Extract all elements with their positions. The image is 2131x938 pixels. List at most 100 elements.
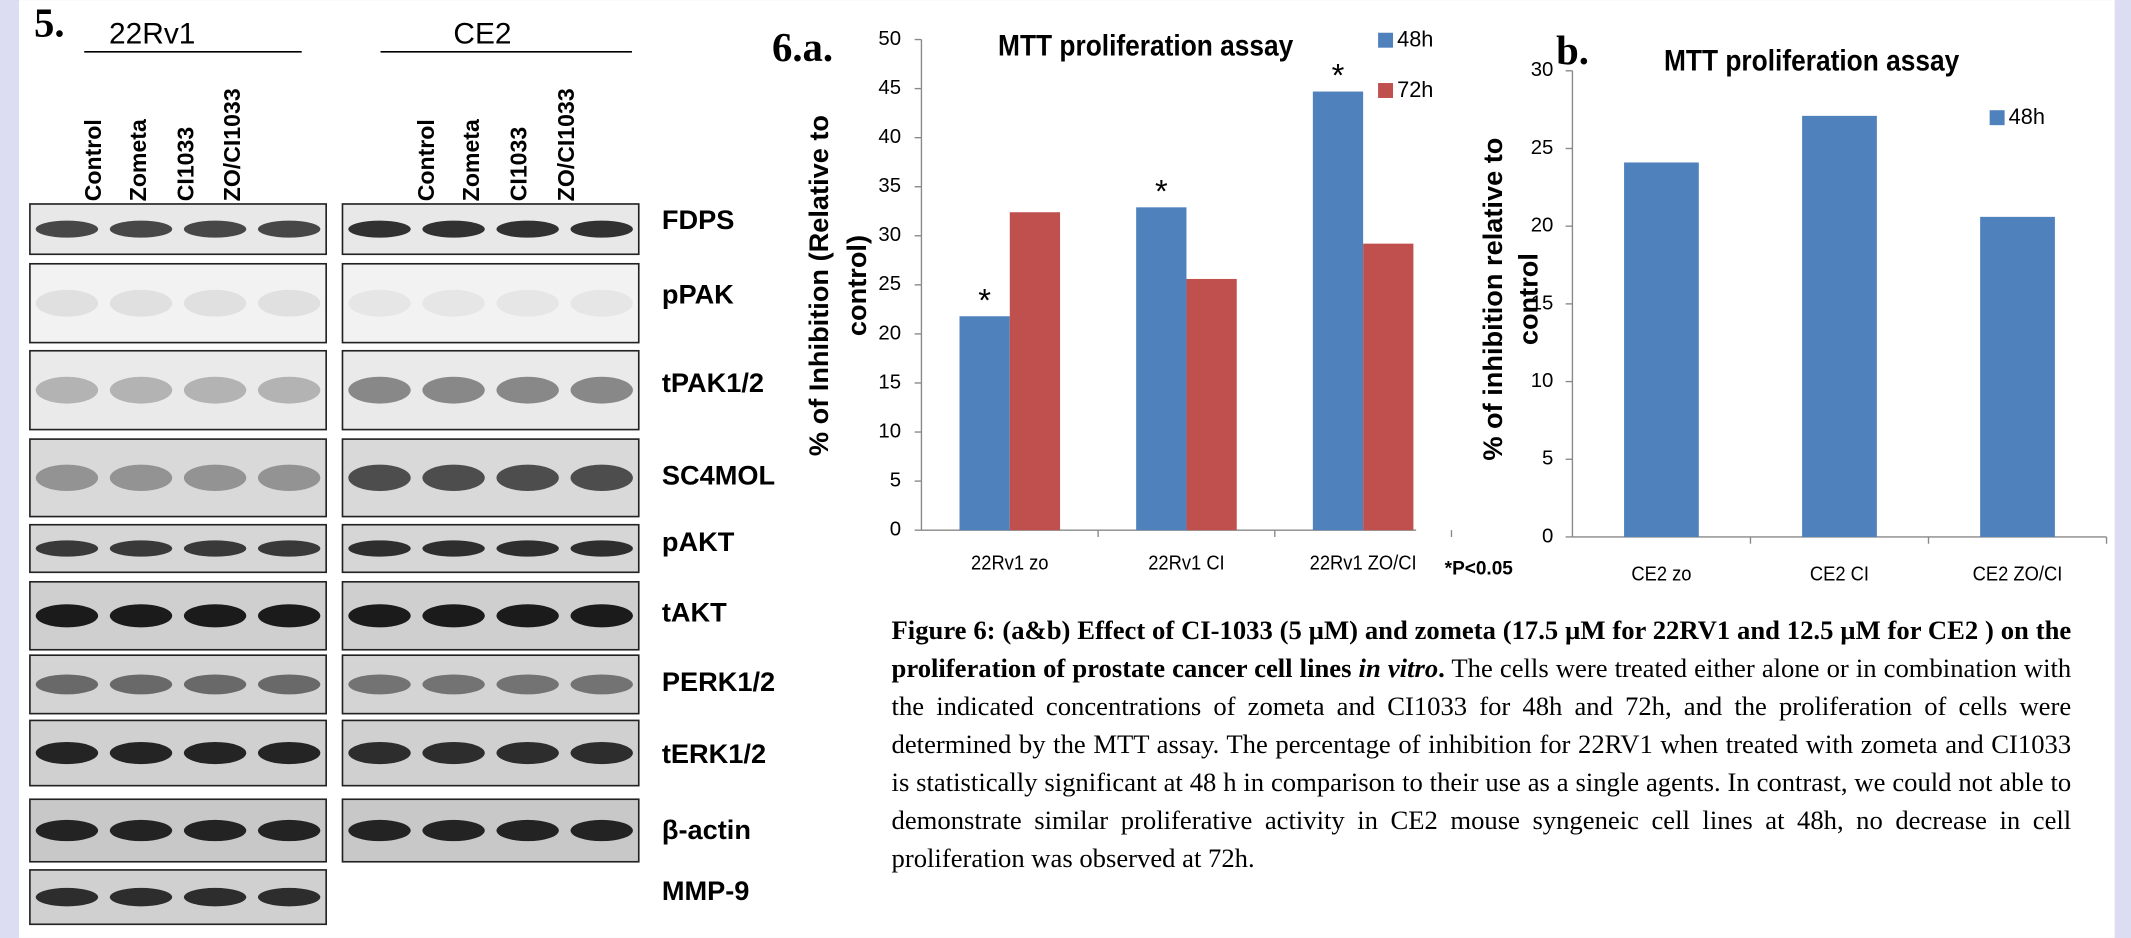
y-axis-label: control) [841, 235, 872, 336]
blot-band [35, 819, 99, 842]
y-tick-label: 0 [890, 519, 901, 541]
blot-band [35, 604, 99, 628]
bar [1312, 91, 1364, 531]
blot-band [257, 819, 321, 842]
protein-label: MMP-9 [662, 875, 750, 906]
protein-label: β-actin [662, 814, 751, 845]
caption-bold: Figure 6: (a&b) Effect of CI-1033 (5 µM)… [891, 617, 2072, 684]
bar [1802, 115, 1877, 537]
panel-label: b. [1556, 28, 1589, 73]
lane-label: Control [80, 119, 106, 201]
blot-band [183, 674, 247, 695]
lane-label: CI1033 [173, 127, 199, 202]
blot-band [257, 887, 321, 907]
y-tick-label: 5 [890, 469, 901, 491]
blot-band [35, 220, 99, 238]
blot-band [570, 464, 633, 492]
bar [1186, 278, 1237, 531]
blot-band [109, 604, 173, 628]
cell-line-label: 22Rv1 [109, 17, 195, 50]
blot-band [257, 674, 321, 695]
blot-band [348, 289, 411, 317]
blot-band [109, 819, 173, 842]
panel-label: 6.a. [772, 25, 833, 70]
blot-band [496, 819, 559, 842]
legend-swatch [1989, 110, 2005, 126]
blot-band [183, 604, 247, 628]
y-tick-label: 30 [878, 224, 901, 246]
protein-label: tAKT [662, 597, 727, 628]
blot-band [109, 887, 173, 907]
blot-band [257, 540, 321, 557]
y-tick-label: 20 [1531, 215, 1554, 237]
blot-band [348, 540, 411, 557]
x-tick-label: 22Rv1 ZO/CI [1310, 552, 1417, 575]
blot-band [348, 464, 411, 492]
legend-label: 48h [1397, 27, 1433, 52]
blot-band [35, 741, 99, 765]
caption-text: The cells were treated either alone or i… [891, 655, 2072, 874]
figure-label: 5. [34, 1, 65, 46]
blot-panel [29, 262, 327, 344]
blot-band [109, 289, 173, 317]
lane-label: Zometa [458, 119, 484, 201]
blot-band [109, 674, 173, 695]
blot-band [348, 741, 411, 765]
significance-note: *P<0.05 [1445, 559, 1514, 580]
bar [959, 316, 1010, 531]
blot-band [422, 604, 485, 628]
blot-band [35, 376, 99, 404]
y-tick-label: 20 [878, 322, 901, 344]
x-tick-label: 22Rv1 zo [971, 552, 1048, 575]
blot-panel [29, 438, 327, 518]
blot-band [257, 741, 321, 765]
blot-band [348, 220, 411, 238]
blot-band [109, 741, 173, 765]
blot-band [422, 540, 485, 557]
legend-swatch [1378, 83, 1394, 98]
blot-band [109, 220, 173, 238]
caption-box: Figure 6: (a&b) Effect of CI-1033 (5 µM)… [892, 613, 2072, 879]
protein-label: tPAK1/2 [662, 367, 764, 398]
y-axis-label: % of inhibition relative to [1477, 138, 1508, 461]
blot-band [422, 289, 485, 317]
protein-label: PERK1/2 [662, 666, 775, 697]
x-tick-label: CE2 ZO/CI [1973, 563, 2063, 586]
bar [1363, 243, 1414, 531]
blot-band [496, 376, 559, 404]
blot-band [422, 674, 485, 695]
caption-italic: in vitro [1358, 655, 1439, 684]
blot-band [183, 741, 247, 765]
x-tick-label: CE2 CI [1810, 563, 1869, 586]
protein-label: tERK1/2 [662, 738, 766, 769]
legend-swatch [1378, 32, 1394, 48]
protein-label: pPAK [662, 279, 734, 310]
y-tick-label: 15 [878, 371, 901, 393]
blot-band [257, 376, 321, 404]
blot-band [496, 220, 559, 238]
blot-panel [341, 262, 640, 344]
blot-panel [341, 349, 640, 431]
y-tick-label: 5 [1542, 448, 1553, 470]
significance-star: * [1332, 57, 1345, 94]
legend-label: 48h [2009, 104, 2045, 129]
blot-band [257, 289, 321, 317]
blot-band [570, 220, 633, 238]
blot-band [496, 604, 559, 628]
blot-band [183, 819, 247, 842]
blot-band [257, 464, 321, 492]
blot-band [183, 540, 247, 557]
y-axis-label: % of Inhibition (Relative to [803, 115, 834, 456]
lane-label: Control [413, 119, 439, 201]
bar [1136, 207, 1187, 531]
blot-band [496, 674, 559, 695]
caption: Figure 6: (a&b) Effect of CI-1033 (5 µM)… [892, 613, 2072, 879]
y-tick-label: 50 [878, 28, 901, 50]
blot-band [496, 289, 559, 317]
lane-label: CI1033 [506, 127, 532, 202]
blot-band [570, 741, 633, 765]
blot-band [109, 464, 173, 492]
blot-band [348, 819, 411, 842]
y-tick-label: 15 [1531, 292, 1554, 314]
